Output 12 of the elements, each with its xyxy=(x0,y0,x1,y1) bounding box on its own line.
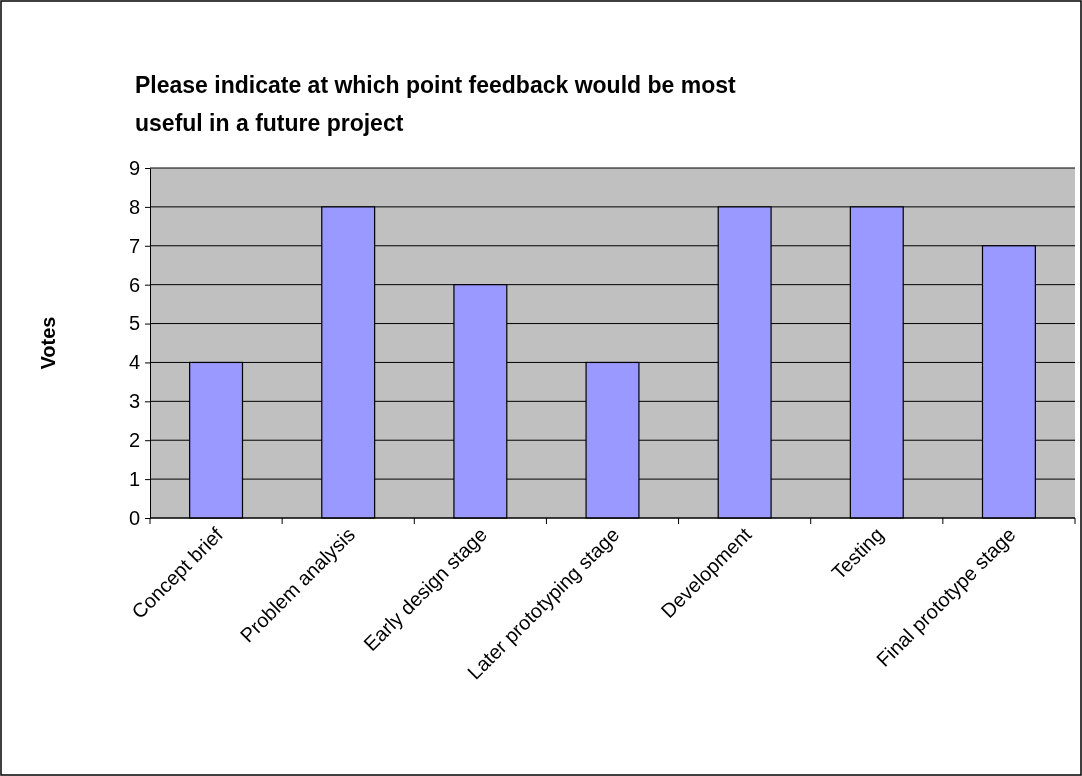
y-tick-label: 1 xyxy=(128,468,140,491)
y-tick-label: 3 xyxy=(128,390,140,413)
chart-title: Please indicate at which point feedback would be most useful in a future project xyxy=(135,72,737,136)
y-tick-label: 2 xyxy=(128,429,140,452)
y-tick-label: 7 xyxy=(128,234,140,257)
y-tick-label: 8 xyxy=(128,195,140,218)
y-tick-label: 6 xyxy=(128,273,140,296)
y-tick-label: 4 xyxy=(128,351,140,374)
y-tick-label: 5 xyxy=(128,312,140,335)
y-tick-label: 0 xyxy=(128,506,140,529)
y-tick-label: 9 xyxy=(128,156,140,179)
y-axis-title: Votes xyxy=(37,316,59,370)
